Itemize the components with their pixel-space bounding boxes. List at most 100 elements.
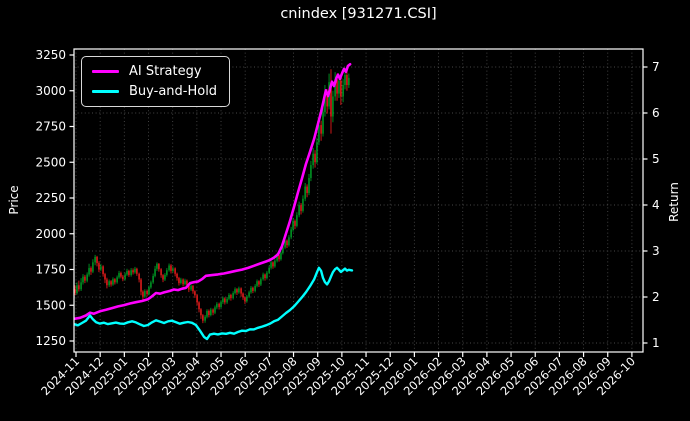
candle-body [256,281,258,286]
candle-body [158,263,160,270]
candle-body [180,279,182,284]
candle-body [318,125,320,143]
candle-body [348,77,350,86]
candle-body [110,281,112,285]
candle-body [226,298,228,303]
candle-body [98,263,100,270]
candle-body [92,262,94,272]
candle-body [220,302,222,307]
price-tick-label: 2250 [35,191,66,205]
candle-body [234,289,236,294]
candle-body [326,93,328,107]
candle-body [250,287,252,293]
candle-body [230,294,232,299]
candle-body [188,285,190,290]
candle-body [306,186,308,193]
legend-item-buy-and-hold: Buy-and-Hold [92,84,217,99]
price-tick-label: 1500 [35,298,66,312]
candle-body [340,80,342,97]
candle-body [126,270,128,275]
return-tick-label: 5 [652,152,660,166]
candle-body [246,296,248,302]
candle-body [292,220,294,230]
candle-body [94,256,96,263]
candle-body [164,274,166,280]
return-tick-label: 7 [652,60,660,74]
candle-body [264,274,266,279]
ai-strategy-line [74,62,352,321]
candle-body [294,220,296,226]
candle-body [248,292,250,297]
candle-body [90,268,92,272]
candle-body [296,215,298,226]
candle-body [286,240,288,246]
candle-body [100,266,102,270]
candle-body [184,280,186,285]
candle-body [276,255,278,261]
candle-body [282,247,284,254]
candle-body [254,285,256,291]
candle-body [260,279,262,285]
buy-and-hold-line-swatch [92,89,119,94]
candle-body [162,275,164,280]
candle-body [224,298,226,303]
candle-body [308,177,310,193]
candle-body [236,289,238,293]
candle-body [176,273,178,279]
candle-body [314,153,316,163]
candle-body [212,309,214,313]
candle-body [218,303,220,307]
candle-body [84,276,86,281]
candle-body [338,80,340,94]
candle-body [194,291,196,296]
candle-body [88,268,90,275]
candle-body [152,275,154,283]
candle-body [242,293,244,298]
candle-body [274,260,276,267]
ai-strategy-line-swatch [92,69,119,74]
candle-body [172,268,174,271]
candle-body [114,279,116,283]
candle-body [238,288,240,293]
legend-item-ai-strategy: AI Strategy [92,64,217,79]
legend-label-buy-and-hold: Buy-and-Hold [129,84,218,99]
return-tick-label: 4 [652,198,660,212]
candle-body [134,268,136,273]
candle-body [166,270,168,275]
chart-title: cnindex [931271.CSI] [280,6,437,22]
candle-body [344,75,346,86]
candle-body [80,282,82,290]
candle-body [148,287,150,295]
return-tick-label: 6 [652,106,660,120]
candle-body [196,295,198,303]
candle-body [208,310,210,315]
candle-body [190,285,192,290]
candle-body [128,270,130,275]
return-tick-label: 2 [652,290,660,304]
candle-body [266,272,268,279]
candle-body [290,229,292,238]
candle-body [346,75,348,86]
candle-body [300,205,302,211]
price-tick-label: 2500 [35,155,66,169]
candle-body [312,153,314,166]
candle-body [268,267,270,273]
candle-body [304,186,306,199]
candle-body [270,262,272,268]
candle-body [156,263,158,269]
price-tick-label: 1750 [35,263,66,277]
candle-body [86,274,88,281]
candle-body [262,274,264,280]
candle-body [120,273,122,277]
legend: AI Strategy Buy-and-Hold [81,56,231,107]
candle-body [280,253,282,260]
candle-body [204,316,206,321]
candle-body [272,262,274,267]
candle-body [228,294,230,299]
candle-body [222,298,224,303]
candle-body [140,279,142,292]
candle-body [324,93,326,113]
candle-body [252,287,254,291]
candle-body [192,285,194,292]
candle-body [136,268,138,274]
